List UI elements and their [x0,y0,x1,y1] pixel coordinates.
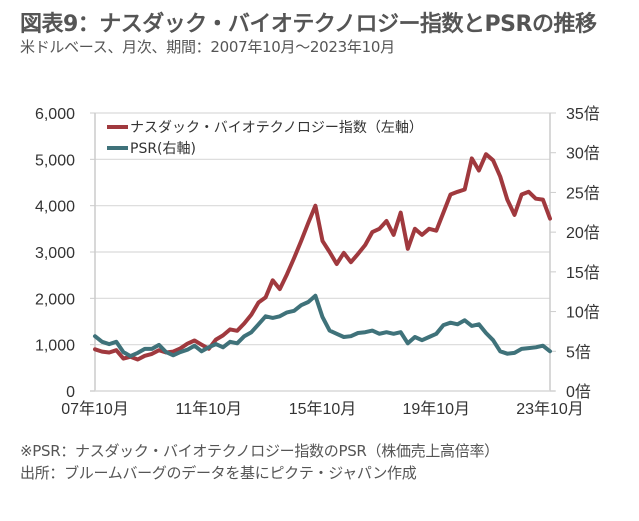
legend: ナスダック・バイオテクノロジー指数（左軸） PSR(右軸) [107,120,423,157]
x-axis-ticks: 07年10月 11年10月 15年10月 19年10月 23年10月 [61,400,584,418]
nbi-index-line [93,152,552,362]
left-tick-label: 5,000 [35,152,75,169]
right-tick-label: 25倍 [566,184,600,202]
left-tick-label: 0 [66,384,75,401]
right-tick-label: 15倍 [566,264,600,282]
x-tick-label: 19年10月 [402,400,470,418]
x-tick-label: 07年10月 [61,400,129,418]
right-tick-label: 20倍 [566,224,600,242]
series-lines [93,152,552,362]
right-axis-ticks: 0倍 5倍 10倍 15倍 20倍 25倍 30倍 35倍 [550,105,600,401]
gridlines [95,112,550,346]
legend-label: PSR(右軸) [130,141,196,157]
legend-label: ナスダック・バイオテクノロジー指数（左軸） [130,120,423,136]
psr-line [93,293,552,359]
right-tick-label: 35倍 [566,105,600,123]
right-tick-label: 0倍 [566,383,591,401]
right-tick-label: 10倍 [566,304,600,322]
footnote-source: 出所：ブルームバーグのデータを基にピクテ・ジャパン作成 [20,464,417,482]
left-tick-label: 2,000 [35,291,75,308]
left-tick-label: 1,000 [35,338,75,355]
footnote-psr: ※PSR：ナスダック・バイオテクノロジー指数のPSR（株価売上高倍率） [20,442,499,460]
left-tick-label: 6,000 [35,106,75,123]
left-tick-label: 4,000 [35,199,75,216]
right-tick-label: 5倍 [566,343,591,361]
x-tick-label: 23年10月 [516,400,584,418]
left-axis-ticks: 0 1,000 2,000 3,000 4,000 5,000 6,000 [35,106,95,401]
right-tick-label: 30倍 [566,145,600,163]
x-tick-label: 11年10月 [176,400,242,418]
chart-title: 図表9：ナスダック・バイオテクノロジー指数とPSRの推移 [20,12,597,37]
x-tick-label: 15年10月 [289,400,357,418]
left-tick-label: 3,000 [35,245,75,262]
chart-subtitle: 米ドルベース、月次、期間：2007年10月～2023年10月 [20,38,395,56]
